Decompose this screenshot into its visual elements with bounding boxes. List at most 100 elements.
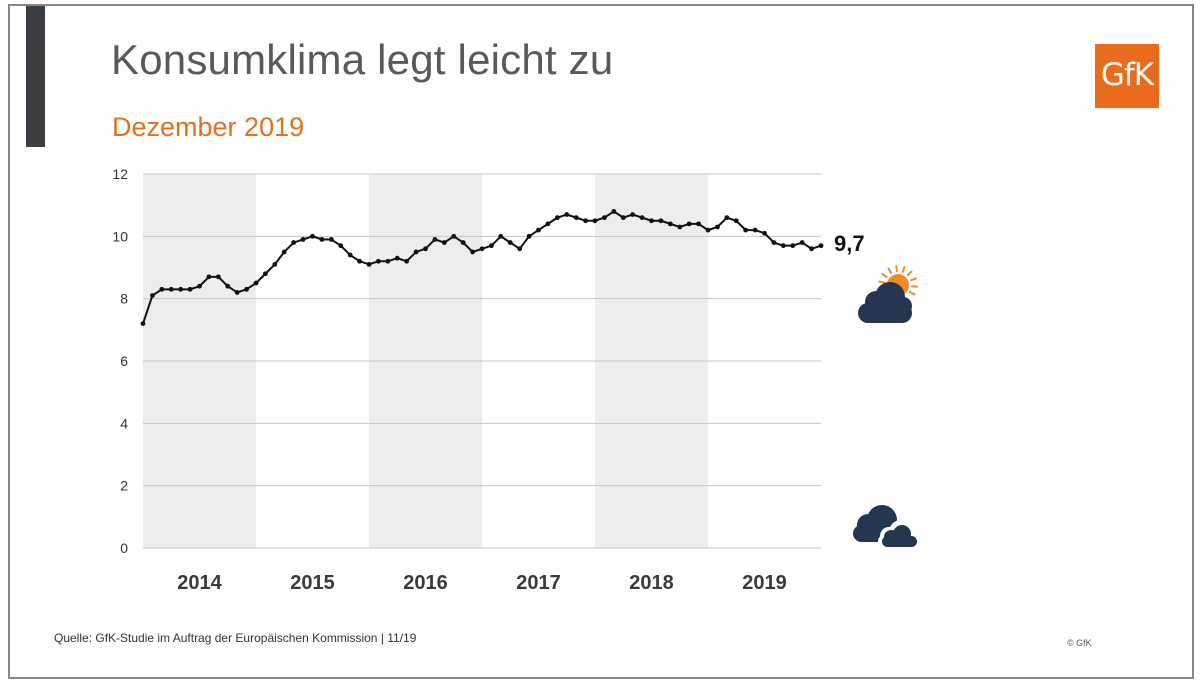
y-tick-label: 8 — [120, 291, 128, 307]
data-point — [724, 215, 730, 221]
data-point — [197, 283, 202, 289]
gridlines — [143, 173, 821, 549]
data-point — [554, 215, 560, 221]
data-point — [432, 237, 438, 242]
data-point — [809, 246, 814, 252]
data-point — [206, 274, 212, 280]
data-point — [441, 240, 447, 245]
data-point — [705, 227, 711, 233]
data-point — [780, 243, 786, 249]
sun-ray — [909, 291, 916, 296]
data-point — [460, 240, 466, 245]
data-point — [187, 286, 193, 292]
data-point — [573, 215, 579, 221]
data-point — [526, 233, 532, 239]
data-point — [686, 221, 692, 227]
data-point — [630, 212, 636, 217]
sun-ray — [881, 273, 888, 278]
data-point — [263, 271, 268, 277]
sun-ray — [887, 267, 892, 274]
data-point — [150, 293, 155, 298]
slide-subtitle: Dezember 2019 — [112, 112, 305, 142]
copyright-note: © GfK — [1067, 638, 1092, 648]
data-point — [639, 215, 645, 221]
data-point — [564, 212, 570, 217]
data-point — [319, 237, 325, 242]
data-point — [413, 249, 419, 255]
data-point — [178, 286, 184, 292]
data-point — [159, 286, 165, 292]
end-value-label: 9,7 — [834, 231, 865, 256]
cloud-base — [858, 303, 912, 323]
data-point — [790, 243, 796, 249]
year-label-2017: 2017 — [516, 572, 561, 594]
data-point — [771, 240, 777, 245]
data-point — [602, 215, 607, 221]
data-point — [743, 227, 749, 233]
data-point — [272, 261, 278, 267]
data-point — [470, 249, 475, 255]
series-points — [140, 209, 824, 326]
sun-ray — [910, 277, 917, 282]
data-point — [479, 246, 485, 252]
sun-rays — [878, 265, 918, 296]
data-point — [696, 221, 701, 227]
data-point — [225, 283, 231, 289]
year-label-2016: 2016 — [403, 572, 448, 594]
accent-bar — [26, 6, 45, 147]
data-point — [376, 258, 381, 264]
data-point — [799, 240, 805, 245]
year-label-2019: 2019 — [742, 572, 787, 594]
data-point — [291, 240, 297, 245]
data-point — [536, 227, 541, 233]
data-point — [404, 258, 410, 264]
data-point — [583, 218, 588, 224]
data-point — [140, 321, 146, 326]
data-point — [545, 221, 551, 227]
y-tick-label: 12 — [112, 166, 128, 182]
data-point — [658, 218, 664, 224]
year-labels: 2014 2015 2016 2017 2018 2019 — [177, 572, 787, 594]
y-tick-label: 6 — [120, 353, 128, 369]
data-point — [498, 233, 504, 239]
data-point — [366, 261, 372, 267]
data-point — [451, 233, 457, 239]
data-point — [517, 246, 523, 252]
data-point — [592, 218, 598, 224]
gfk-logo: GfK — [1095, 44, 1159, 108]
data-point — [310, 233, 315, 239]
data-point — [394, 255, 400, 261]
year-label-2014: 2014 — [177, 572, 222, 594]
data-point — [328, 237, 334, 242]
data-point — [649, 218, 654, 224]
y-tick-label: 2 — [120, 478, 128, 494]
y-axis-ticks: 0 2 4 6 8 10 12 — [112, 166, 128, 556]
data-point — [253, 280, 259, 286]
gfk-logo-text: GfK — [1100, 57, 1154, 93]
data-point — [667, 221, 673, 227]
data-point — [611, 209, 617, 214]
data-point — [300, 237, 306, 242]
sun-ray — [878, 280, 886, 284]
data-point — [385, 258, 391, 264]
dark-clouds-icon — [853, 505, 920, 549]
data-point — [168, 286, 174, 292]
y-tick-label: 0 — [120, 540, 128, 556]
data-point — [244, 286, 249, 292]
data-point — [357, 258, 362, 264]
data-point — [818, 243, 824, 249]
data-point — [507, 240, 513, 245]
cloud-base — [882, 536, 917, 547]
y-tick-label: 4 — [120, 415, 128, 431]
data-point — [281, 249, 287, 255]
source-note: Quelle: GfK-Studie im Auftrag der Europä… — [54, 631, 417, 645]
slide-title: Konsumklima legt leicht zu — [111, 36, 614, 83]
data-point — [423, 246, 428, 252]
data-point — [338, 243, 344, 249]
data-point — [489, 243, 494, 249]
data-point — [715, 224, 720, 230]
data-point — [347, 252, 353, 258]
sun-ray — [901, 266, 906, 273]
data-point — [677, 224, 683, 230]
